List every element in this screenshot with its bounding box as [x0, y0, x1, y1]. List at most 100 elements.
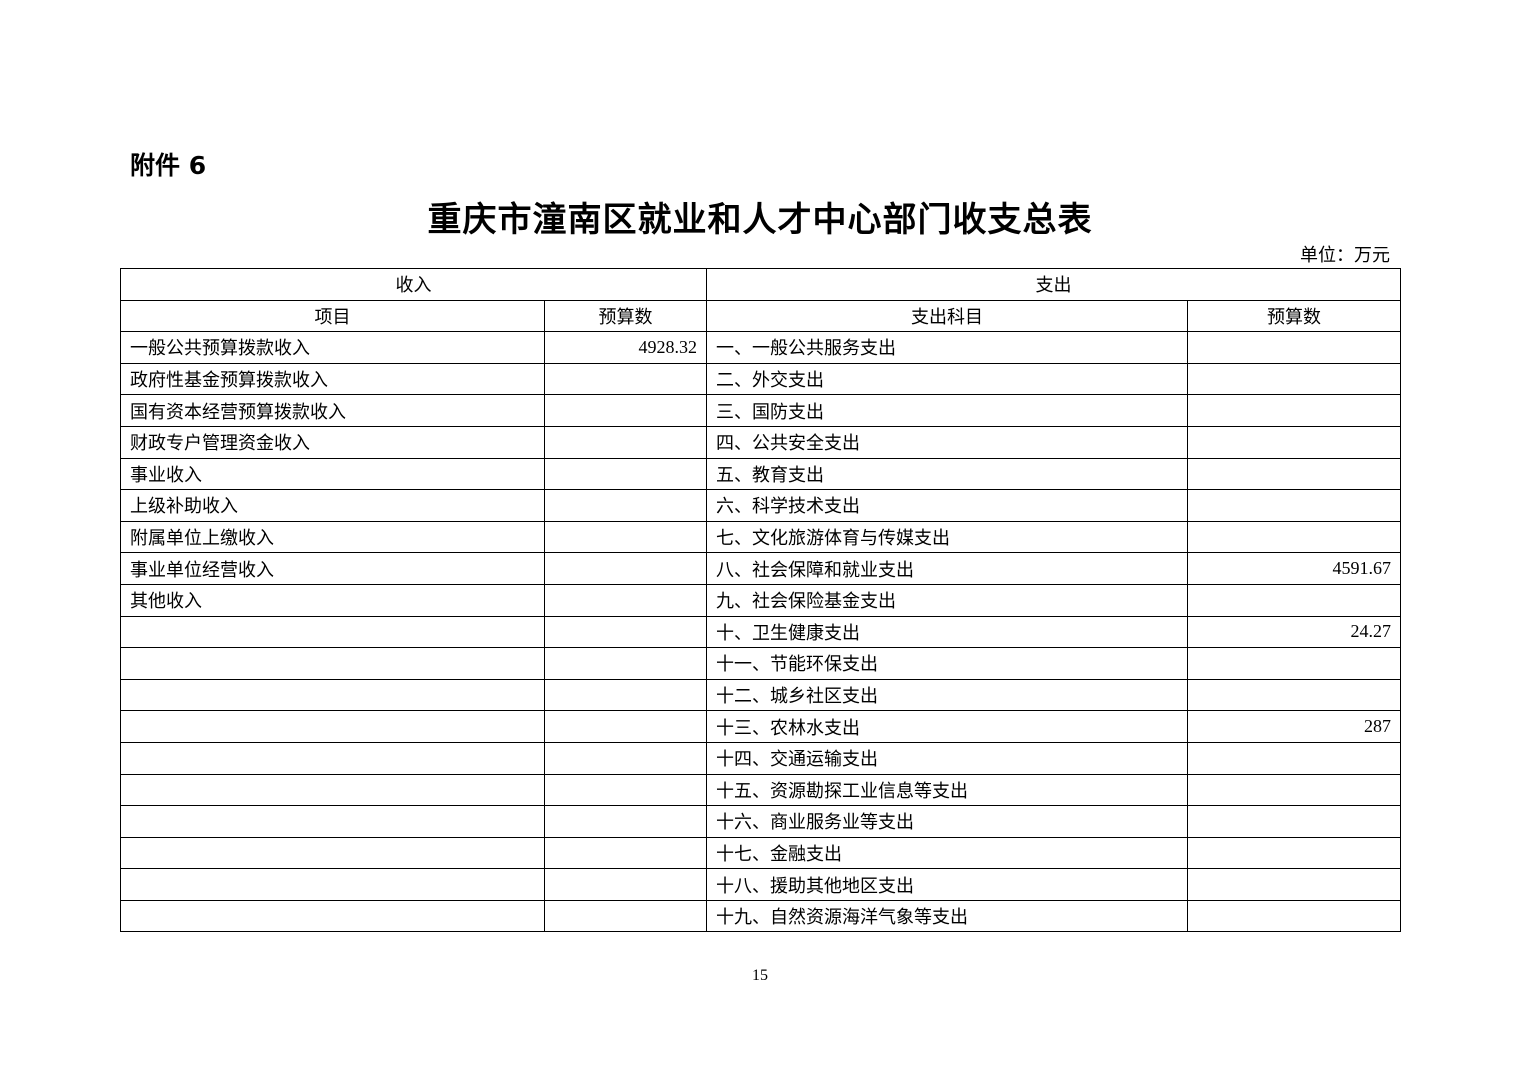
income-amount [544, 710, 707, 743]
income-item: 其他收入 [120, 583, 545, 617]
expense-item: 十一、节能环保支出 [706, 647, 1188, 680]
income-amount [544, 868, 707, 901]
income-amount: 4928.32 [544, 331, 707, 364]
expense-amount: 4591.67 [1187, 552, 1401, 585]
table-row: 一般公共预算拨款收入 4928.32 一、一般公共服务支出 [120, 331, 1401, 364]
table-row: 十五、资源勘探工业信息等支出 [120, 773, 1401, 807]
income-item: 事业单位经营收入 [120, 552, 545, 585]
income-item: 上级补助收入 [120, 489, 545, 522]
income-item: 国有资本经营预算拨款收入 [120, 394, 545, 427]
expense-item: 十、卫生健康支出 [706, 615, 1188, 649]
page-number: 15 [752, 967, 768, 984]
income-amount [544, 425, 707, 459]
expense-amount [1187, 425, 1401, 459]
column-header-row: 项目 预算数 支出科目 预算数 [120, 299, 1401, 333]
expense-item: 十二、城乡社区支出 [706, 678, 1188, 712]
expense-amount [1187, 331, 1401, 364]
income-amount [544, 457, 707, 491]
income-amount [544, 678, 707, 712]
group-header-row: 收入 支出 [120, 268, 1401, 301]
expense-item: 一、一般公共服务支出 [706, 331, 1188, 364]
income-item: 附属单位上缴收入 [120, 520, 545, 554]
income-item [120, 710, 545, 743]
expense-amount [1187, 520, 1401, 554]
expense-header: 支出 [706, 268, 1401, 301]
income-item [120, 647, 545, 680]
expense-amount [1187, 647, 1401, 680]
expense-amount [1187, 868, 1401, 901]
income-amount [544, 362, 707, 396]
table-row: 十三、农林水支出 287 [120, 710, 1401, 743]
income-item: 财政专户管理资金收入 [120, 425, 545, 459]
document-title: 重庆市潼南区就业和人才中心部门收支总表 [427, 202, 1093, 239]
expense-item: 九、社会保险基金支出 [706, 583, 1188, 617]
expense-item: 十八、援助其他地区支出 [706, 868, 1188, 901]
expense-amount [1187, 678, 1401, 712]
income-item [120, 741, 545, 775]
income-amount [544, 836, 707, 870]
expense-item: 七、文化旅游体育与传媒支出 [706, 520, 1188, 554]
expense-item: 五、教育支出 [706, 457, 1188, 491]
expense-item: 八、社会保障和就业支出 [706, 552, 1188, 585]
expense-item: 十六、商业服务业等支出 [706, 805, 1188, 838]
column-header: 预算数 [1187, 299, 1401, 333]
table-row: 事业收入 五、教育支出 [120, 457, 1401, 491]
table-row: 十、卫生健康支出 24.27 [120, 615, 1401, 649]
income-item [120, 868, 545, 901]
income-item [120, 836, 545, 870]
expense-item: 三、国防支出 [706, 394, 1188, 427]
expense-amount [1187, 899, 1401, 933]
income-amount [544, 489, 707, 522]
income-amount [544, 647, 707, 680]
income-amount [544, 899, 707, 933]
income-amount [544, 583, 707, 617]
income-item: 事业收入 [120, 457, 545, 491]
income-amount [544, 805, 707, 838]
expense-item: 十四、交通运输支出 [706, 741, 1188, 775]
income-item [120, 615, 545, 649]
unit-label: 单位：万元 [1300, 245, 1390, 265]
column-header: 预算数 [544, 299, 707, 333]
column-header: 支出科目 [706, 299, 1188, 333]
expense-amount: 24.27 [1187, 615, 1401, 649]
expense-item: 二、外交支出 [706, 362, 1188, 396]
income-amount [544, 773, 707, 807]
income-item: 一般公共预算拨款收入 [120, 331, 545, 364]
expense-amount [1187, 457, 1401, 491]
table-row: 十八、援助其他地区支出 [120, 868, 1401, 901]
table-row: 十九、自然资源海洋气象等支出 [120, 899, 1401, 933]
attachment-label: 附件 6 [130, 151, 207, 180]
income-item [120, 678, 545, 712]
income-item [120, 805, 545, 838]
table-row: 财政专户管理资金收入 四、公共安全支出 [120, 425, 1401, 459]
table-row: 上级补助收入 六、科学技术支出 [120, 489, 1401, 522]
table-row: 政府性基金预算拨款收入 二、外交支出 [120, 362, 1401, 396]
table-row: 十七、金融支出 [120, 836, 1401, 870]
expense-item: 六、科学技术支出 [706, 489, 1188, 522]
column-header: 项目 [120, 299, 545, 333]
income-item: 政府性基金预算拨款收入 [120, 362, 545, 396]
expense-amount [1187, 836, 1401, 870]
expense-amount [1187, 773, 1401, 807]
table-row: 国有资本经营预算拨款收入 三、国防支出 [120, 394, 1401, 427]
table-row: 十六、商业服务业等支出 [120, 805, 1401, 838]
expense-item: 十七、金融支出 [706, 836, 1188, 870]
income-amount [544, 394, 707, 427]
expense-amount [1187, 805, 1401, 838]
income-header: 收入 [120, 268, 707, 301]
table-row: 十二、城乡社区支出 [120, 678, 1401, 712]
table-row: 十四、交通运输支出 [120, 741, 1401, 775]
income-amount [544, 520, 707, 554]
expense-item: 十五、资源勘探工业信息等支出 [706, 773, 1188, 807]
expense-amount [1187, 362, 1401, 396]
income-item [120, 773, 545, 807]
expense-amount: 287 [1187, 710, 1401, 743]
income-amount [544, 615, 707, 649]
expense-item: 十九、自然资源海洋气象等支出 [706, 899, 1188, 933]
budget-table: 收入 支出 项目 预算数 支出科目 预算数 一般公共预算拨款收入 4928.32 一… [120, 268, 1401, 933]
income-amount [544, 741, 707, 775]
expense-amount [1187, 583, 1401, 617]
expense-item: 十三、农林水支出 [706, 710, 1188, 743]
expense-item: 四、公共安全支出 [706, 425, 1188, 459]
table-row: 事业单位经营收入 八、社会保障和就业支出 4591.67 [120, 552, 1401, 585]
